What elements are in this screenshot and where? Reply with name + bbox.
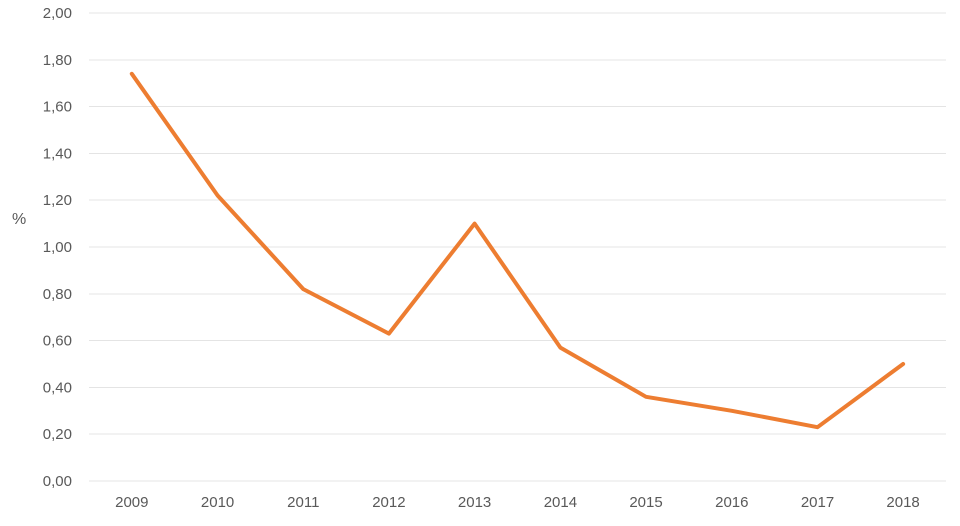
y-axis-tick-label: 1,00 bbox=[43, 239, 72, 256]
y-axis-tick-label: 1,80 bbox=[43, 52, 72, 69]
y-axis-title: % bbox=[12, 211, 27, 228]
x-axis-tick-label: 2017 bbox=[801, 494, 834, 511]
x-axis-tick-label: 2016 bbox=[715, 494, 748, 511]
x-axis-tick-label: 2010 bbox=[201, 494, 234, 511]
x-axis-tick-label: 2009 bbox=[115, 494, 148, 511]
y-axis-tick-label: 0,20 bbox=[43, 426, 72, 443]
x-axis-tick-label: 2018 bbox=[886, 494, 919, 511]
x-axis-tick-label: 2012 bbox=[372, 494, 405, 511]
y-axis-tick-label: 1,60 bbox=[43, 99, 72, 116]
x-axis-tick-label: 2013 bbox=[458, 494, 491, 511]
y-axis-tick-label: 0,40 bbox=[43, 379, 72, 396]
x-axis-tick-label: 2014 bbox=[544, 494, 577, 511]
x-axis-tick-label: 2011 bbox=[287, 494, 319, 511]
y-axis-tick-label: 0,00 bbox=[43, 473, 72, 490]
series-line bbox=[129, 71, 906, 430]
x-axis-tick-label: 2015 bbox=[629, 494, 662, 511]
y-axis-tick-label: 1,40 bbox=[43, 145, 72, 162]
y-axis-tick-label: 0,80 bbox=[43, 286, 72, 303]
y-axis-tick-label: 0,60 bbox=[43, 333, 72, 350]
y-axis-tick-label: 1,20 bbox=[43, 192, 72, 209]
y-axis-tick-label: 2,00 bbox=[43, 5, 72, 22]
